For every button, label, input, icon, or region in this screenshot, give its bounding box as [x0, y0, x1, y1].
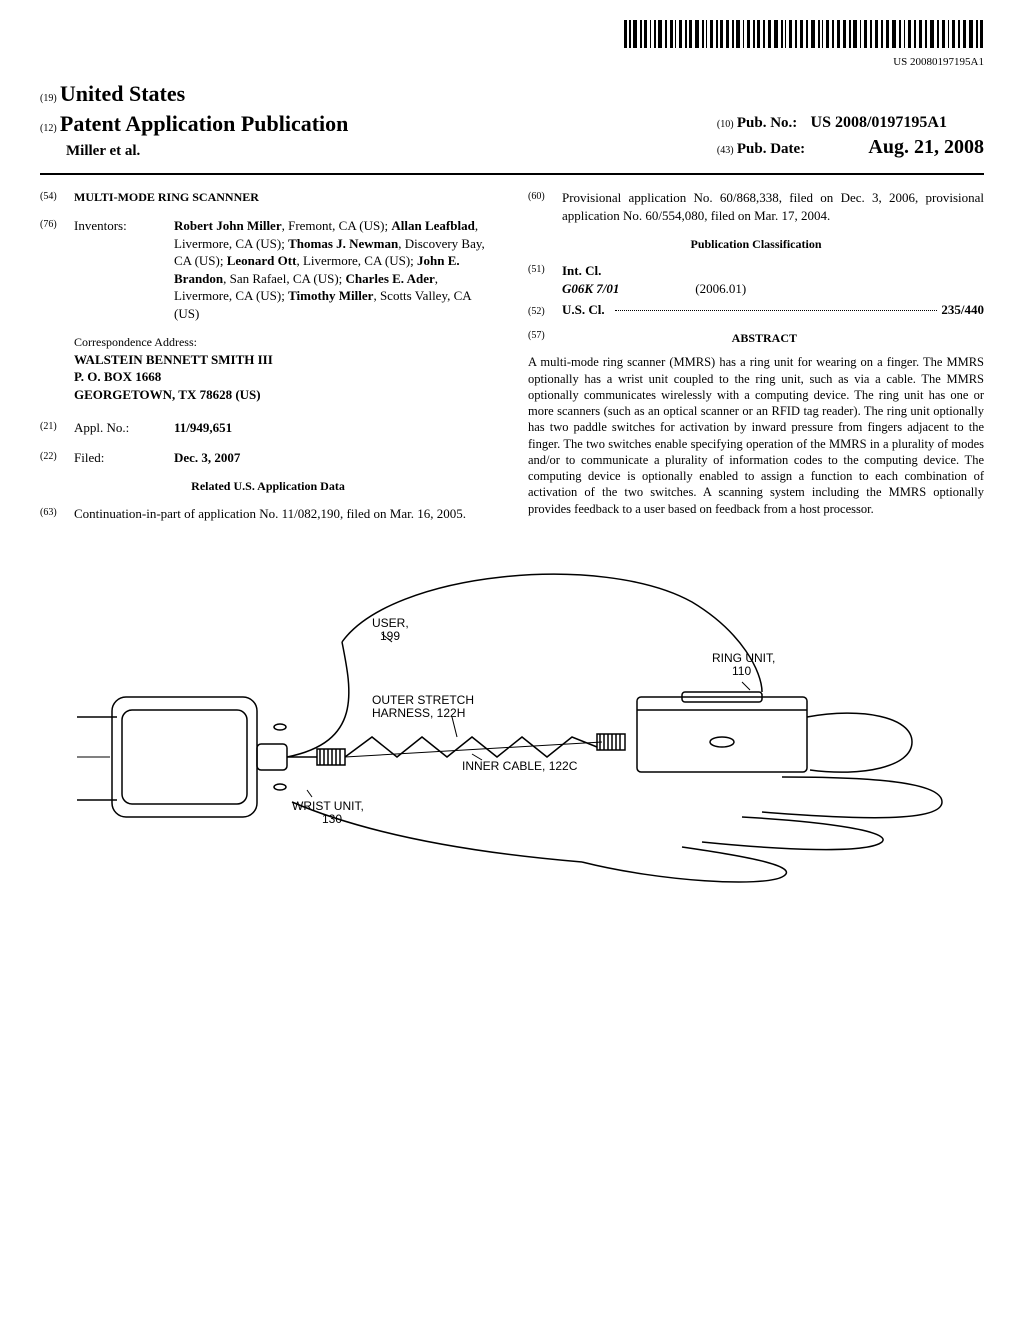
- publication-type: Patent Application Publication: [60, 111, 348, 136]
- field-code: (43): [717, 145, 734, 156]
- inventors-label: Inventors:: [74, 217, 174, 322]
- pub-no: US 2008/0197195A1: [811, 114, 947, 131]
- fig-harness-label: OUTER STRETCH: [372, 693, 474, 707]
- pub-date-label: Pub. Date:: [737, 141, 805, 157]
- right-column: (60) Provisional application No. 60/868,…: [528, 189, 984, 522]
- author-line: Miller et al.: [66, 141, 348, 161]
- left-column: (54) MULTI-MODE RING SCANNNER (76) Inven…: [40, 189, 496, 522]
- field-code: (51): [528, 262, 562, 297]
- abstract-heading: ABSTRACT: [732, 331, 797, 345]
- header: (19) United States (12) Patent Applicati…: [40, 79, 984, 161]
- fig-user-num: 199: [380, 629, 400, 643]
- fig-ring-label: RING UNIT,: [712, 651, 775, 665]
- provisional-text: Provisional application No. 60/868,338, …: [562, 189, 984, 224]
- inventors-list: Robert John Miller, Fremont, CA (US); Al…: [174, 217, 496, 322]
- correspondence-name: WALSTEIN BENNETT SMITH III: [74, 351, 496, 369]
- field-code: (63): [40, 505, 74, 523]
- field-code: (21): [40, 419, 74, 437]
- abstract-text: A multi-mode ring scanner (MMRS) has a r…: [528, 354, 984, 517]
- related-data-heading: Related U.S. Application Data: [40, 478, 496, 494]
- field-code: (10): [717, 119, 734, 130]
- filed-date: Dec. 3, 2007: [174, 449, 496, 467]
- invention-title: MULTI-MODE RING SCANNNER: [74, 189, 496, 205]
- appl-no-label: Appl. No.:: [74, 419, 174, 437]
- field-code: (54): [40, 189, 74, 205]
- pub-date: Aug. 21, 2008: [868, 136, 984, 158]
- figure: USER, 199 RING UNIT, 110 OUTER STRETCH H…: [40, 542, 984, 907]
- abstract-code: (57): [528, 329, 545, 343]
- intcl-year: (2006.01): [695, 281, 746, 296]
- field-code: (22): [40, 449, 74, 467]
- field-code: (19): [40, 93, 57, 104]
- fig-cable-label: INNER CABLE, 122C: [462, 759, 578, 773]
- dotted-leader: [615, 310, 938, 311]
- correspondence-label: Correspondence Address:: [74, 334, 496, 350]
- intcl-label: Int. Cl.: [562, 262, 984, 280]
- field-code: (76): [40, 217, 74, 322]
- correspondence-city: GEORGETOWN, TX 78628 (US): [74, 386, 496, 404]
- pub-no-label: Pub. No.:: [737, 115, 797, 131]
- filed-label: Filed:: [74, 449, 174, 467]
- fig-wrist-num: 130: [322, 812, 342, 826]
- field-code: (52): [528, 305, 562, 319]
- uscl-value: 235/440: [941, 301, 984, 319]
- appl-no: 11/949,651: [174, 419, 496, 437]
- classification-heading: Publication Classification: [528, 236, 984, 252]
- fig-user-label: USER,: [372, 616, 409, 630]
- barcode-icon: [624, 20, 984, 48]
- intcl-code: G06K 7/01: [562, 280, 692, 298]
- fig-ring-num: 110: [732, 664, 751, 678]
- field-code: (12): [40, 123, 57, 134]
- barcode-region: US 20080197195A1: [40, 20, 984, 69]
- barcode-number: US 20080197195A1: [40, 55, 984, 70]
- country: United States: [60, 81, 185, 106]
- cip-text: Continuation-in-part of application No. …: [74, 505, 496, 523]
- patent-figure-svg: USER, 199 RING UNIT, 110 OUTER STRETCH H…: [62, 542, 962, 902]
- field-code: (60): [528, 189, 562, 224]
- uscl-label: U.S. Cl.: [562, 301, 605, 319]
- fig-wrist-label: WRIST UNIT,: [292, 799, 364, 813]
- divider: [40, 173, 984, 175]
- correspondence-addr: P. O. BOX 1668: [74, 368, 496, 386]
- fig-harness-label2: HARNESS, 122H: [372, 706, 465, 720]
